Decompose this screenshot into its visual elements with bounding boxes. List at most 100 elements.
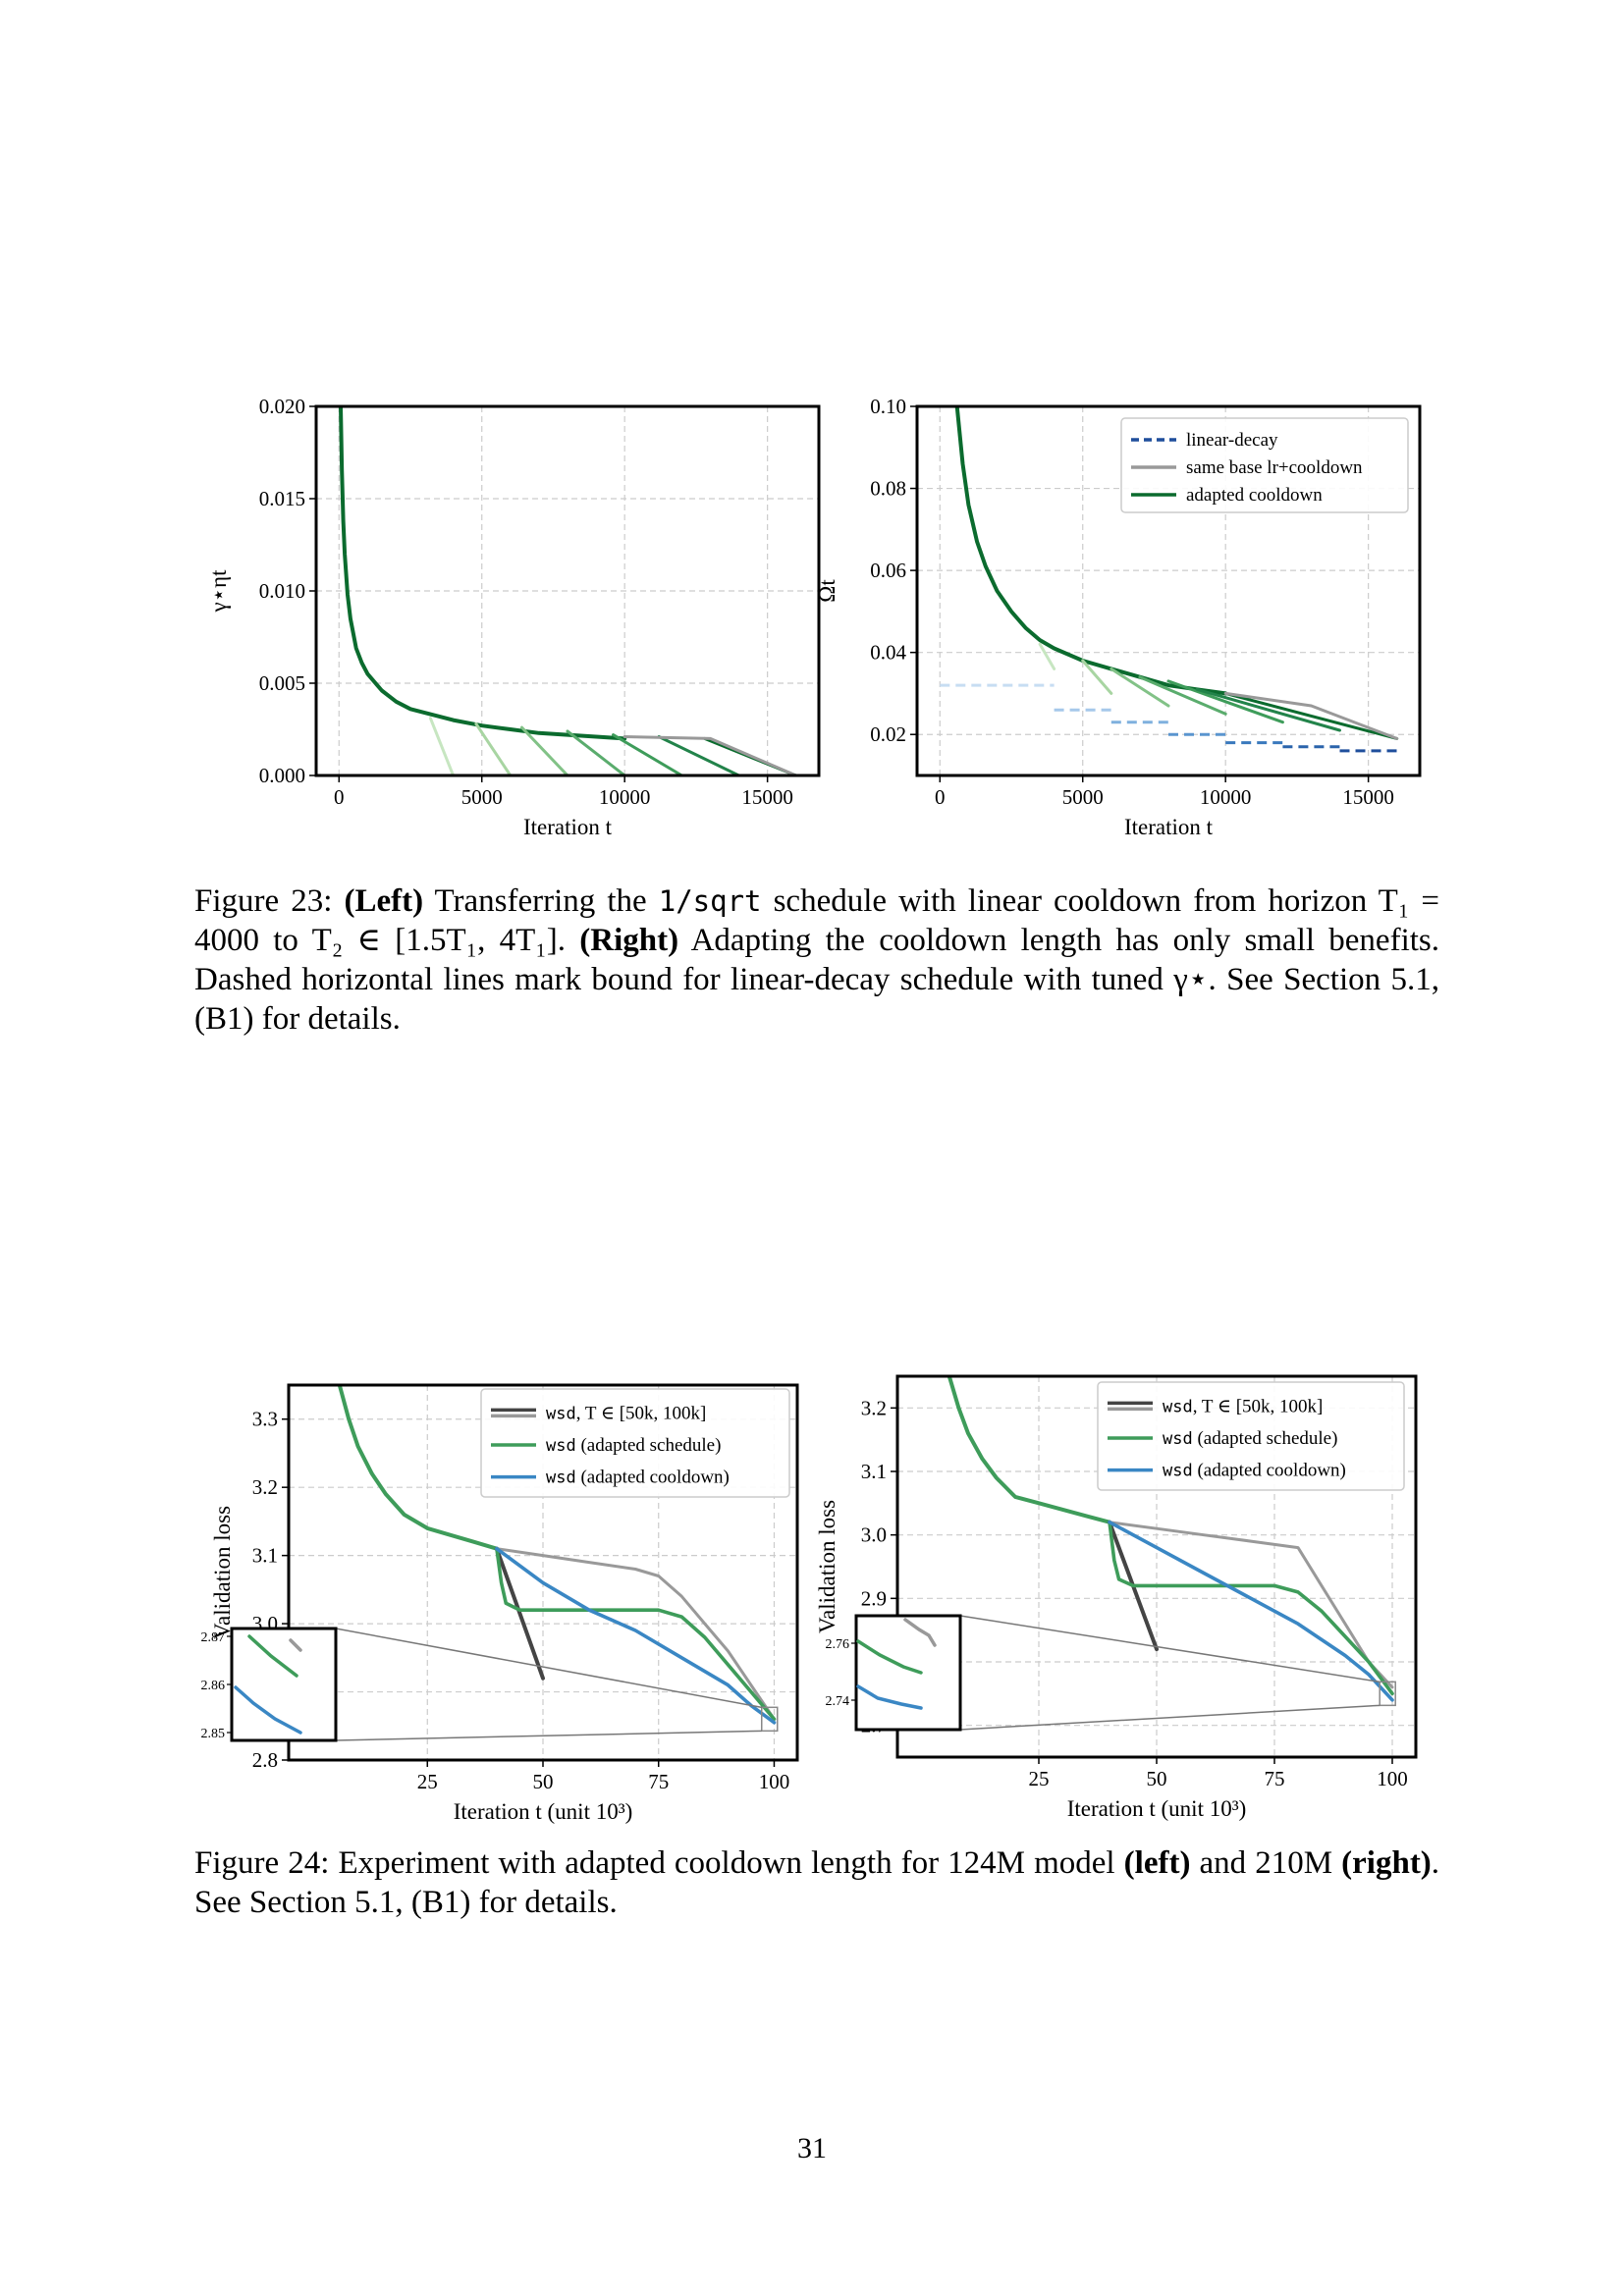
legend-text: (adapted cooldown)	[576, 1468, 730, 1488]
caption-right-tag: (Right)	[579, 923, 679, 958]
series-line-base	[337, 1385, 499, 1551]
caption-text: Adapting the cooldown length has only sm…	[194, 923, 1440, 1037]
inset-y-tick-label: 2.74	[826, 1694, 850, 1709]
zoom-connector	[335, 1628, 762, 1709]
series-line-base	[339, 406, 627, 741]
caption-label: Figure 23:	[194, 883, 333, 919]
legend-label: linear-decay	[1186, 430, 1278, 451]
x-axis-label: Iteration t (unit 10³)	[1067, 1796, 1247, 1821]
series-line-cooldown	[1223, 691, 1399, 740]
x-tick-label: 0	[334, 785, 345, 809]
y-axis-label: Validation loss	[210, 1506, 235, 1639]
y-tick-label: 0.02	[870, 722, 906, 746]
x-tick-label: 25	[1029, 1767, 1050, 1790]
y-tick-label: 0.015	[259, 487, 305, 510]
y-axis-label: γ⋆ηt	[206, 569, 231, 614]
legend: linear-decay same base lr+cooldown adapted…	[1120, 417, 1409, 513]
zoom-region	[1379, 1681, 1396, 1707]
y-tick-label: 0.010	[259, 579, 305, 603]
plot-frame	[915, 404, 1422, 777]
series-line-adapted-cooldown	[495, 1546, 777, 1725]
caption-right-tag: (right)	[1341, 1845, 1432, 1881]
legend-label: wsd (adapted schedule)	[546, 1435, 721, 1456]
x-tick-label: 75	[1265, 1767, 1285, 1790]
caption-left-tag: (Left)	[344, 883, 424, 919]
zoom-inset: 2.87 2.86 2.85	[201, 1627, 779, 1742]
x-tick-label: 50	[533, 1770, 554, 1793]
fig23-right-chart: 0 5000 10000 15000 0.02 0.04 0.06 0.08 0.10 Itera…	[815, 393, 1435, 854]
legend-text: (adapted schedule)	[1193, 1428, 1338, 1449]
series-line-cooldown	[1038, 642, 1056, 670]
x-tick-label: 10000	[1200, 785, 1252, 809]
series-line-base	[954, 406, 1228, 696]
y-tick-label: 3.1	[252, 1544, 278, 1568]
zoom-connector	[959, 1615, 1380, 1683]
legend-code: wsd	[546, 1468, 576, 1488]
inset-frame	[854, 1614, 962, 1732]
series-line-cooldown	[1138, 675, 1227, 716]
caption-text: schedule with linear cooldown from horiz…	[194, 883, 1440, 958]
x-axis-label: Iteration t	[1124, 815, 1214, 839]
inset-series-line	[234, 1685, 302, 1735]
y-tick-label: 0.06	[870, 559, 906, 582]
inset-y-tick-label: 2.76	[826, 1637, 850, 1652]
legend-text: (adapted schedule)	[576, 1435, 722, 1456]
caption-text: . See Section 5.1, (B1) for details.	[194, 1845, 1440, 1920]
legend-box	[1097, 1381, 1405, 1491]
legend-text: , T ∈ [50k, 100k]	[576, 1403, 707, 1423]
figure24-caption: Figure 24: Experiment with adapted coold…	[194, 1843, 1439, 1922]
legend-code: wsd	[1163, 1462, 1193, 1481]
inset-series-line	[247, 1634, 298, 1678]
y-tick-label: 2.8	[252, 1748, 278, 1772]
y-tick-label: 3.2	[252, 1475, 278, 1499]
series-line-adapted-schedule	[1108, 1520, 1394, 1696]
inset-series-line	[289, 1638, 302, 1652]
series-line-same-base	[1223, 691, 1399, 740]
legend-label: same base lr+cooldown	[1186, 457, 1363, 478]
legend-code: wsd	[546, 1404, 576, 1423]
caption-text: Experiment with adapted cooldown length …	[338, 1845, 1115, 1881]
legend-label: wsd (adapted cooldown)	[546, 1468, 730, 1488]
legend-label: wsd, T ∈ [50k, 100k]	[1163, 1396, 1323, 1416]
y-tick-label: 3.1	[861, 1460, 887, 1483]
x-tick-label: 5000	[1062, 785, 1104, 809]
zoom-connector	[335, 1730, 762, 1741]
zoom-connector	[959, 1704, 1380, 1731]
caption-text: Transferring the	[434, 883, 647, 919]
zoom-inset: 2.76 2.74	[826, 1614, 1396, 1732]
page-number: 31	[797, 2132, 827, 2164]
zoom-region	[760, 1706, 779, 1733]
legend-code: wsd	[546, 1436, 576, 1456]
caption-label: Figure 24:	[194, 1845, 330, 1881]
y-tick-label: 0.005	[259, 671, 305, 695]
series-line-wsd-50k	[494, 1546, 545, 1681]
caption-left-tag: (left)	[1123, 1845, 1191, 1881]
series-line-cooldown	[428, 717, 456, 775]
legend: wsd, T ∈ [50k, 100k]wsd (adapted schedul…	[480, 1388, 790, 1498]
inset-series-line	[856, 1684, 923, 1710]
series-group	[337, 1385, 777, 1725]
grid	[316, 405, 819, 776]
legend-label: wsd, T ∈ [50k, 100k]	[546, 1403, 706, 1423]
x-axis-label: Iteration t	[523, 815, 613, 839]
y-tick-label: 0.04	[870, 641, 906, 665]
inset-series-line	[856, 1639, 923, 1675]
legend-text: (adapted cooldown)	[1193, 1461, 1346, 1481]
inset-series-line	[903, 1618, 937, 1647]
series-line-cooldown	[520, 725, 569, 775]
series-line-cooldown	[566, 729, 626, 775]
x-tick-label: 50	[1147, 1767, 1167, 1790]
x-tick-label: 75	[648, 1770, 669, 1793]
legend-box	[480, 1388, 790, 1498]
y-tick-label: 3.3	[252, 1408, 278, 1431]
fig23-left-chart: 0 5000 10000 15000 0.000 0.005 0.010 0.015 0.020…	[194, 393, 833, 854]
legend-code: wsd	[1163, 1397, 1193, 1416]
y-tick-label: 2.9	[861, 1586, 887, 1610]
legend-box	[1120, 417, 1409, 513]
series-line-base	[947, 1376, 1111, 1524]
inset-y-tick-label: 2.85	[201, 1727, 226, 1741]
caption-text: and 210M	[1199, 1845, 1333, 1881]
series-line-wsd-const	[495, 1547, 776, 1721]
